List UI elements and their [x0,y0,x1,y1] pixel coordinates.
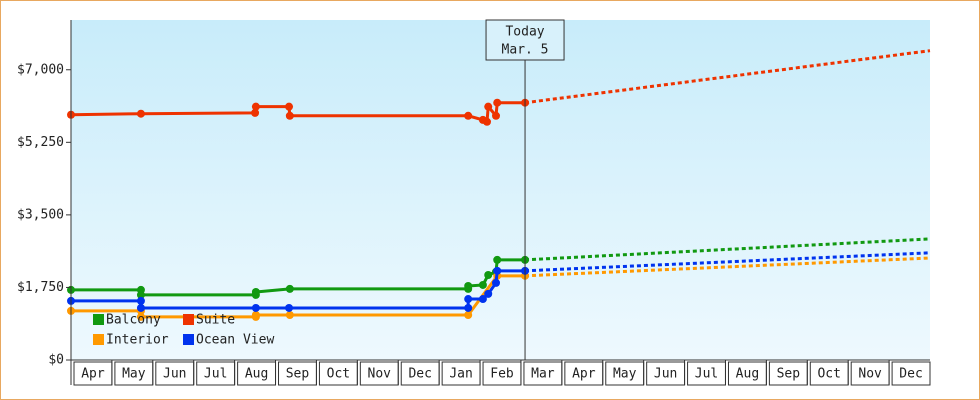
x-tick-label: Oct [817,367,840,382]
price-point [136,109,145,118]
price-point [464,111,473,120]
price-point [285,284,294,293]
price-point [136,303,145,312]
x-tick-label: Oct [327,367,350,382]
price-point [285,102,294,111]
price-point [484,102,493,111]
price-point [251,102,260,111]
x-tick-label: Sep [286,367,310,382]
legend-label: Interior [106,333,169,348]
price-point [251,108,260,117]
legend-swatch [183,314,194,325]
legend-label: Suite [196,313,235,328]
x-tick-label: Aug [736,367,759,382]
forecast-line [524,256,931,278]
x-tick-label: Feb [490,367,514,382]
today-label: Today [505,25,544,40]
price-point [478,280,487,289]
price-point [483,117,492,126]
legend-label: Ocean View [196,333,274,348]
price-point [464,281,473,290]
price-point [136,296,145,305]
price-point [492,278,501,287]
price-point [464,303,473,312]
price-point [285,311,294,320]
legend-swatch [93,314,104,325]
x-tick-label: Dec [899,367,922,382]
legend-label: Balcony [106,313,161,328]
forecast-line [524,49,931,105]
forecast-line [524,237,931,262]
legend-swatch [93,334,104,345]
price-point [136,290,145,299]
x-tick-label: Sep [777,367,801,382]
x-tick-label: Jan [449,367,472,382]
x-tick-label: Jul [695,367,718,382]
y-tick-label: $3,500 [17,207,64,222]
price-point [493,255,502,264]
x-cell [891,361,931,386]
y-tick-label: $5,250 [17,135,64,150]
price-point [492,111,501,120]
forecast-line [524,251,931,273]
x-tick-label: Jun [654,367,677,382]
price-point [251,303,260,312]
x-tick-label: Aug [245,367,268,382]
price-point [493,98,502,107]
price-point [484,289,493,298]
x-tick-label: Apr [572,367,596,382]
x-tick-label: Jun [163,367,186,382]
price-point [251,288,260,296]
x-tick-label: May [613,367,637,382]
price-point [285,303,294,312]
layer [67,49,931,321]
price-point [478,295,487,304]
price-point [251,311,260,320]
price-point [464,295,473,304]
price-point [484,271,493,279]
price-point [136,312,145,321]
plot-area [71,20,930,360]
price-point [493,266,502,275]
price-point [464,311,473,320]
x-tick-label: Nov [858,367,882,382]
legend-swatch [183,334,194,345]
today-date: Mar. 5 [502,43,549,58]
today-box [485,19,565,61]
x-tick-label: May [122,367,146,382]
x-tick-label: Mar [531,367,555,382]
x-tick-label: Apr [81,367,105,382]
x-tick-label: Nov [368,367,392,382]
y-tick-label: $0 [48,353,64,368]
x-tick-label: Jul [204,367,227,382]
y-tick-label: $7,000 [17,62,64,77]
y-tick-label: $1,750 [17,280,64,295]
price-point [285,111,294,120]
x-tick-label: Dec [408,367,431,382]
